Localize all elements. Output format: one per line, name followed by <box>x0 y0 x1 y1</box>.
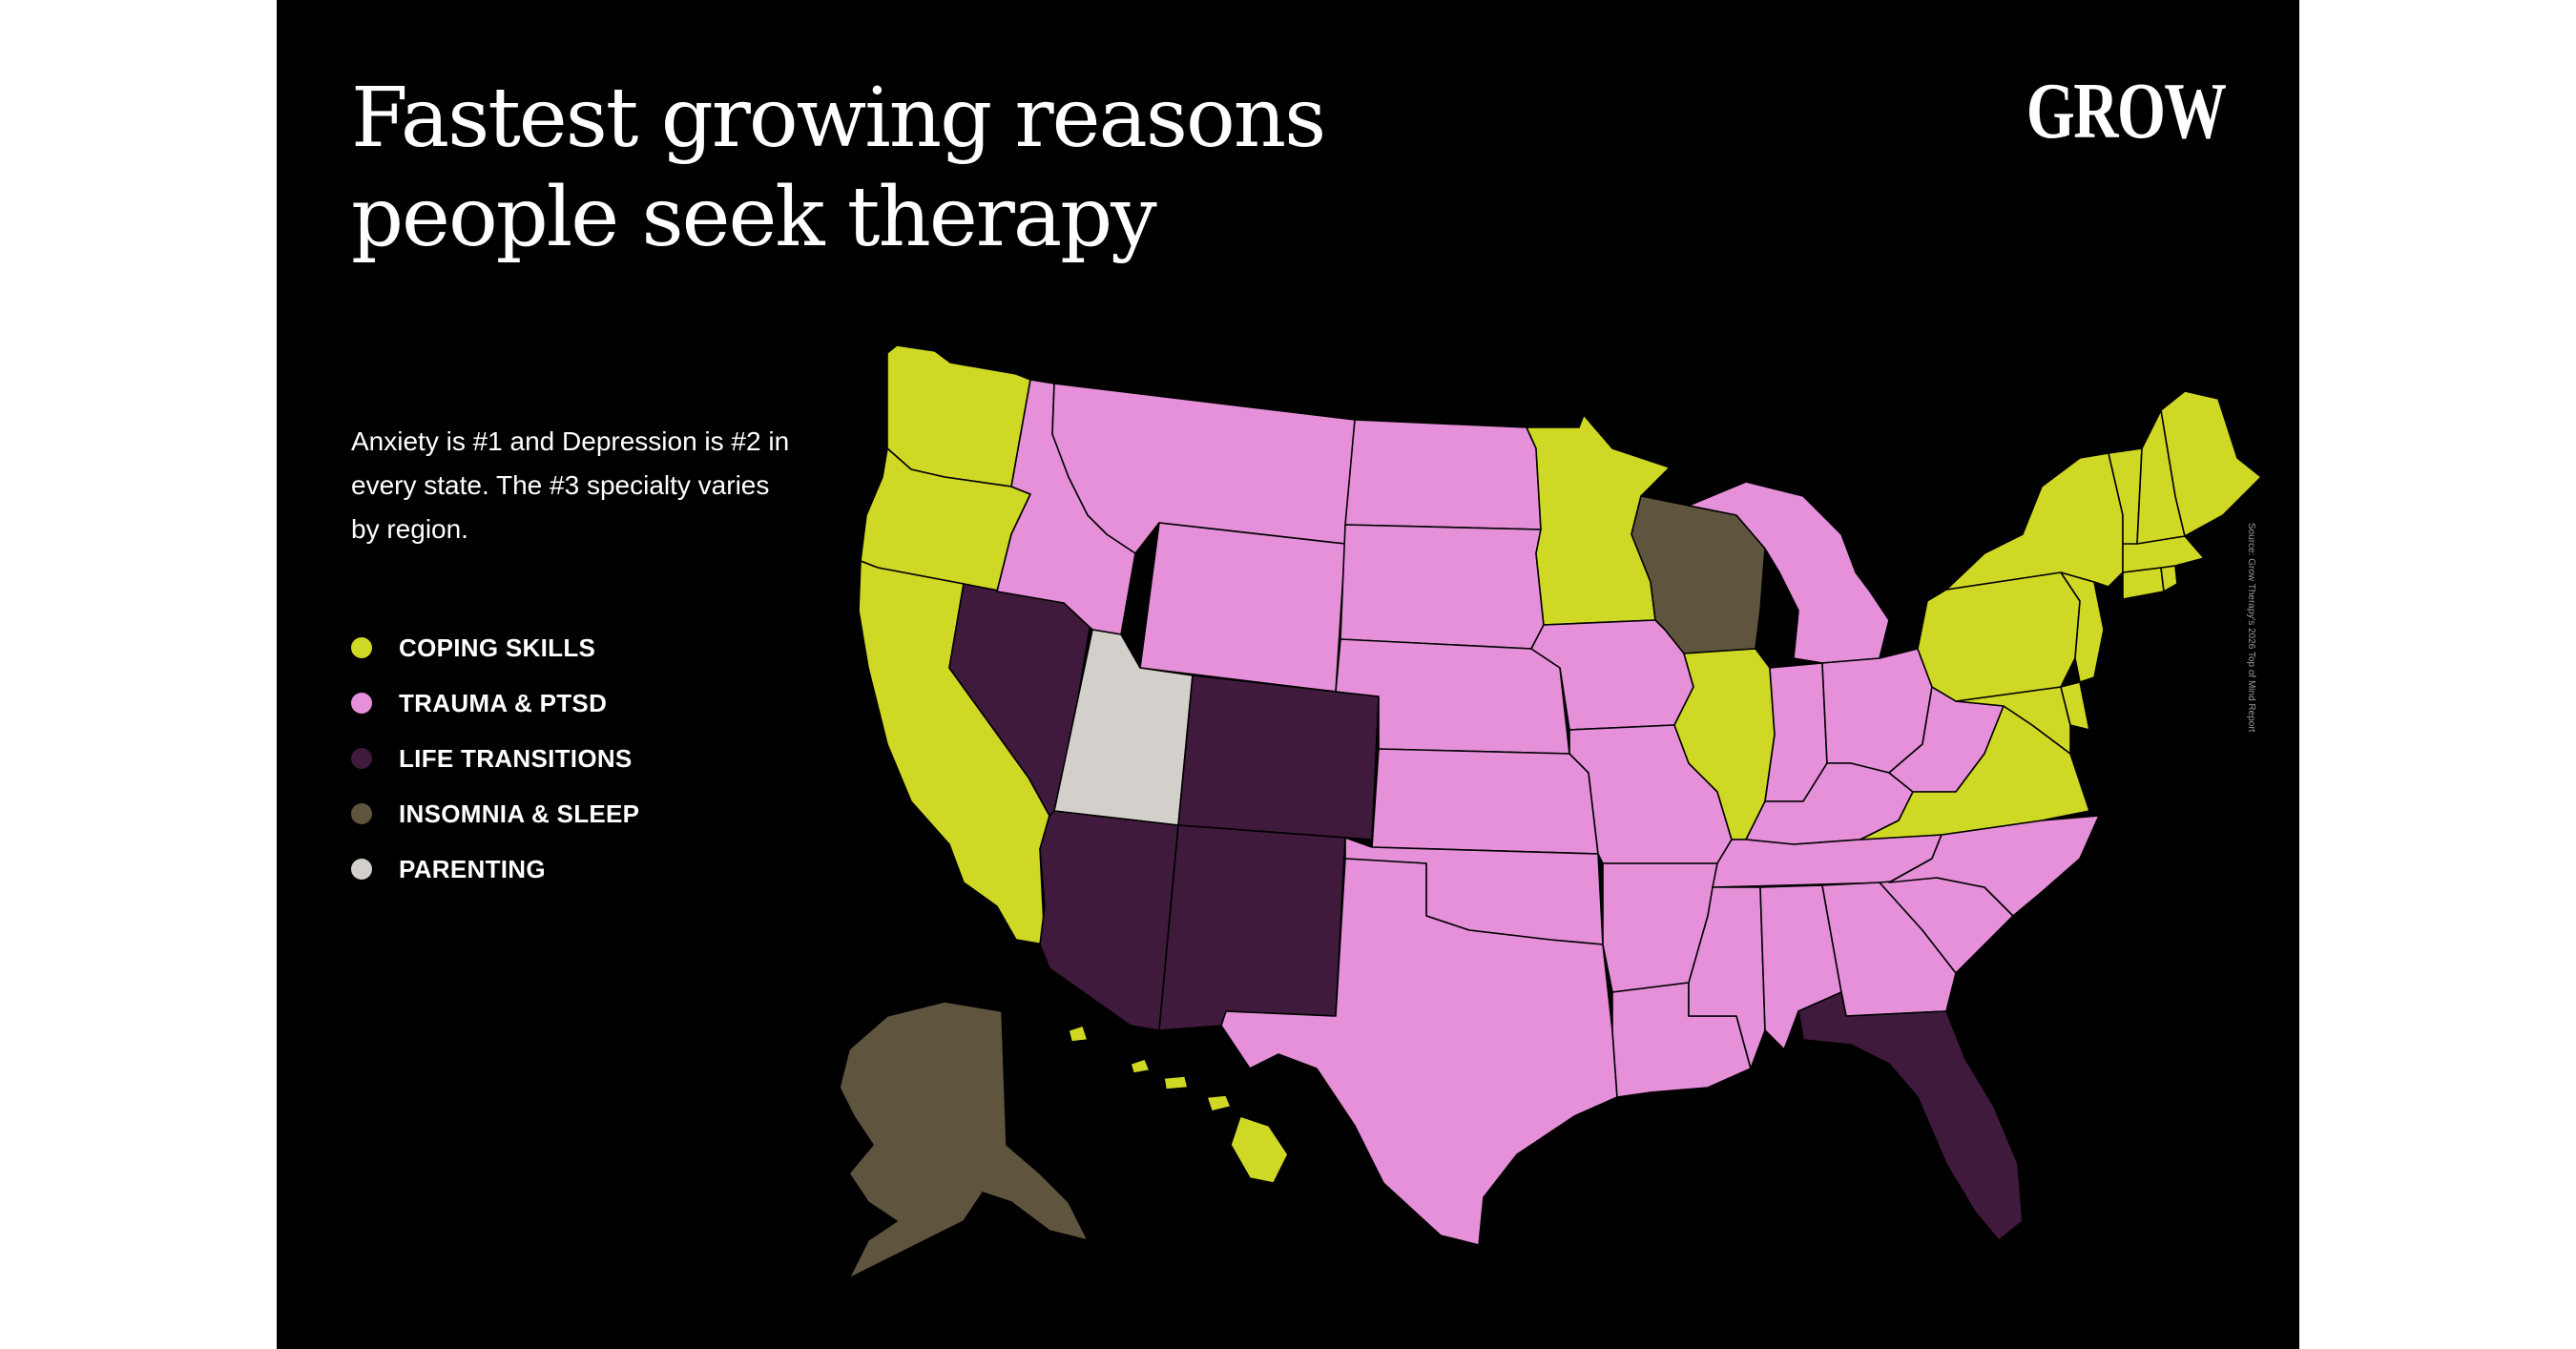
state-arizona <box>1039 810 1179 1031</box>
state-vermont <box>2108 447 2143 545</box>
us-choropleth-map <box>839 344 2262 1279</box>
state-kansas <box>1371 748 1599 855</box>
legend-item-coping-skills: COPING SKILLS <box>351 620 639 675</box>
state-new-mexico <box>1158 824 1346 1031</box>
infographic-poster: Fastest growing reasons people seek ther… <box>277 0 2299 1349</box>
legend-label: LIFE TRANSITIONS <box>399 743 633 773</box>
intro-text: Anxiety is #1 and Depression is #2 in ev… <box>351 426 790 544</box>
state-delaware <box>2060 681 2090 731</box>
title-line-1: Fastest growing reasons <box>351 71 1326 166</box>
state-rhode-island <box>2160 565 2178 592</box>
state-colorado <box>1177 674 1380 841</box>
state-new-jersey <box>2060 571 2105 683</box>
state-new-york <box>1945 452 2124 591</box>
state-hawaii <box>1068 1025 1289 1184</box>
legend-swatch-coping <box>351 637 372 658</box>
legend-swatch-parenting <box>351 859 372 880</box>
state-wyoming <box>1139 522 1346 693</box>
state-washington <box>886 344 1031 488</box>
legend-label: PARENTING <box>399 854 546 883</box>
grow-logo: GROW <box>2025 67 2226 156</box>
page-title: Fastest growing reasons people seek ther… <box>351 69 1496 267</box>
state-south-dakota <box>1340 524 1545 650</box>
state-alaska <box>839 1001 1089 1279</box>
map-legend: COPING SKILLS TRAUMA & PTSD LIFE TRANSIT… <box>351 620 639 897</box>
state-texas <box>1220 858 1618 1246</box>
legend-item-life-transitions: LIFE TRANSITIONS <box>351 731 639 786</box>
legend-item-trauma-ptsd: TRAUMA & PTSD <box>351 675 639 731</box>
legend-item-insomnia-sleep: INSOMNIA & SLEEP <box>351 786 639 841</box>
state-florida <box>1797 991 2024 1241</box>
state-virginia <box>1859 705 2090 841</box>
legend-label: TRAUMA & PTSD <box>399 688 608 717</box>
legend-swatch-insomnia <box>351 803 372 824</box>
state-north-carolina <box>1888 815 2100 917</box>
state-pennsylvania <box>1917 571 2081 702</box>
title-line-2: people seek therapy <box>351 170 1157 265</box>
legend-swatch-life <box>351 748 372 769</box>
legend-swatch-trauma <box>351 693 372 714</box>
state-north-dakota <box>1344 419 1542 530</box>
legend-label: COPING SKILLS <box>399 633 596 662</box>
state-maine <box>2160 390 2262 537</box>
legend-label: INSOMNIA & SLEEP <box>399 799 640 828</box>
legend-item-parenting: PARENTING <box>351 841 639 897</box>
